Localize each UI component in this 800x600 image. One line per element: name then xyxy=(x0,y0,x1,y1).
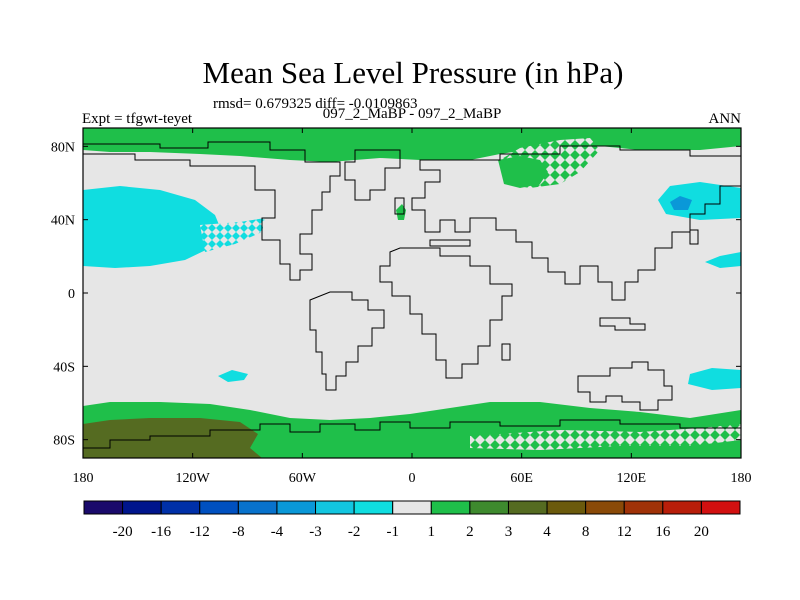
neutral-background xyxy=(83,128,741,458)
map-field xyxy=(83,128,741,458)
colorbar-swatch xyxy=(546,500,587,515)
north-america-outline xyxy=(83,141,341,281)
y-tick-label: 80S xyxy=(53,434,75,449)
x-tick-label: 60E xyxy=(510,471,533,486)
colorbar-swatch xyxy=(353,500,394,515)
africa-outline xyxy=(379,247,513,379)
colorbar-label: 3 xyxy=(505,524,513,540)
japan-outline xyxy=(689,229,699,245)
x-tick-label: 180 xyxy=(73,471,94,486)
north-pacific-hatched-tail xyxy=(200,218,265,252)
colorbar-swatch xyxy=(700,500,741,515)
indonesia-outline xyxy=(599,317,646,331)
colorbar-label: -3 xyxy=(309,524,322,540)
madagascar-outline xyxy=(501,343,511,361)
south-atlantic-hatch xyxy=(470,424,741,450)
arctic-solid-patch xyxy=(498,156,548,188)
y-tick-label: 80N xyxy=(51,140,75,155)
uk-outline xyxy=(394,197,405,215)
colorbar-label: 2 xyxy=(466,524,474,540)
coastlines xyxy=(83,141,741,449)
colorbar: -20 -16 -12 -8 -4 -3 -2 -1 1 2 3 4 8 12 16 20 xyxy=(83,500,741,540)
eurasia-outline xyxy=(411,145,741,301)
stats-line: rmsd= 0.679325 diff= -0.0109863 xyxy=(213,96,418,112)
antarctica-outline xyxy=(83,419,741,449)
season-label: ANN xyxy=(709,111,742,127)
antarctic-high-region xyxy=(83,418,262,458)
x-tick-label: 60W xyxy=(289,471,317,486)
north-pacific-low-region xyxy=(83,186,222,268)
south-pacific-low-patch xyxy=(218,370,248,382)
y-tick-label: 40S xyxy=(53,360,75,375)
australia-outline xyxy=(577,361,673,411)
x-axis: 180 120W 60W 0 60E 120E 180 xyxy=(73,128,752,486)
x-tick-label: 0 xyxy=(409,471,416,486)
colorbar-label: 12 xyxy=(617,524,632,540)
south-america-outline xyxy=(309,291,385,391)
colorbar-label: -4 xyxy=(271,524,284,540)
colorbar-label: 20 xyxy=(694,524,709,540)
colorbar-label: -20 xyxy=(113,524,133,540)
colorbar-swatch xyxy=(392,500,432,515)
x-tick-label: 120E xyxy=(617,471,647,486)
colorbar-swatch xyxy=(430,500,471,515)
arctic-high-region xyxy=(83,128,741,162)
colorbar-label: 1 xyxy=(428,524,436,540)
x-tick-label: 180 xyxy=(731,471,752,486)
nw-pacific-core xyxy=(670,196,692,210)
x-tick-label: 120W xyxy=(176,471,211,486)
greenland-outline xyxy=(344,149,401,201)
colorbar-swatch xyxy=(199,500,239,515)
colorbar-label: -12 xyxy=(190,524,210,540)
colorbar-label: -16 xyxy=(151,524,171,540)
colorbar-swatch xyxy=(507,500,548,515)
y-axis: 80N 40N 0 40S 80S xyxy=(51,140,741,449)
east-edge-low-strip xyxy=(705,252,741,268)
colorbar-swatch xyxy=(237,500,278,515)
mediterranean-outline xyxy=(429,239,471,247)
chart-title: Mean Sea Level Pressure (in hPa) xyxy=(203,55,624,90)
colorbar-swatch xyxy=(122,500,162,515)
colorbar-swatch xyxy=(160,500,201,515)
colorbar-label: -2 xyxy=(348,524,361,540)
colorbar-swatch xyxy=(469,500,509,515)
colorbar-label: -1 xyxy=(386,524,399,540)
case-label: 097_2_MaBP - 097_2_MaBP xyxy=(323,106,502,122)
colorbar-label: 4 xyxy=(543,524,551,540)
colorbar-swatch xyxy=(662,500,702,515)
colorbar-swatch xyxy=(315,500,355,515)
y-tick-label: 0 xyxy=(68,287,75,302)
colorbar-label: -8 xyxy=(232,524,245,540)
colorbar-swatch xyxy=(623,500,664,515)
colorbar-swatch xyxy=(585,500,625,515)
colorbar-swatch xyxy=(83,500,124,515)
experiment-label: Expt = tfgwt-teyet xyxy=(82,111,193,127)
y-tick-label: 40N xyxy=(51,214,75,229)
colorbar-swatch xyxy=(276,500,317,515)
colorbar-label: 8 xyxy=(582,524,590,540)
sw-pacific-low-region xyxy=(688,368,741,390)
colorbar-label: 16 xyxy=(655,524,671,540)
